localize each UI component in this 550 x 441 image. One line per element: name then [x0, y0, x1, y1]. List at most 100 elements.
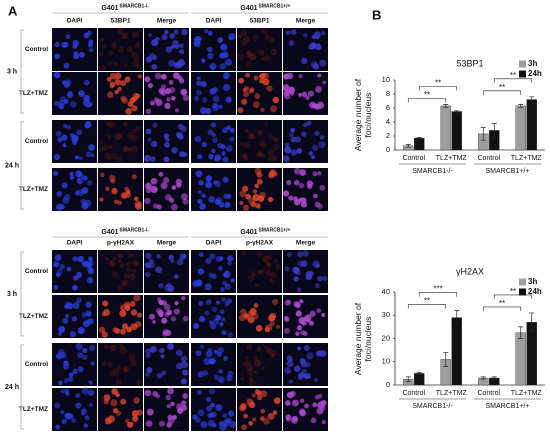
cell: [87, 318, 94, 325]
cell: [60, 410, 65, 415]
cell: [74, 155, 80, 160]
cell: [174, 301, 179, 306]
error-bar: [416, 137, 422, 140]
cell: [67, 91, 73, 96]
error-bar: [529, 96, 535, 103]
cell: [197, 409, 205, 417]
cell: [57, 331, 63, 336]
cell: [272, 410, 278, 415]
cell: [225, 144, 233, 152]
cell: [317, 171, 322, 176]
cell: [182, 198, 189, 205]
cell: [296, 287, 302, 293]
cell: [217, 265, 223, 271]
column-label: 53BP1: [111, 18, 131, 25]
cell: [284, 315, 289, 321]
cell: [56, 268, 64, 275]
cell: [193, 323, 200, 329]
cell: [207, 46, 213, 53]
cell: [134, 261, 140, 266]
legend-swatch: [519, 288, 526, 296]
cell: [80, 174, 86, 180]
cell: [87, 267, 95, 275]
cell: [170, 258, 175, 264]
cell: [290, 136, 297, 143]
cell: [273, 397, 281, 404]
cell: [254, 183, 259, 189]
significance-bracket: [418, 86, 458, 91]
cell: [202, 370, 209, 376]
cell: [250, 271, 257, 277]
row-label: Control: [25, 268, 48, 275]
significance-label: **: [424, 91, 430, 100]
cell: [195, 170, 203, 178]
cell: [227, 332, 233, 338]
cell: [117, 200, 123, 206]
cell: [53, 153, 61, 161]
cell: [119, 309, 127, 318]
cell: [286, 179, 292, 186]
cell: [218, 369, 223, 374]
cell: [65, 314, 70, 319]
cell: [242, 185, 249, 192]
cell: [167, 387, 174, 395]
cell: [117, 285, 124, 292]
cell: [156, 372, 163, 379]
cell: [204, 283, 212, 291]
cell: [303, 344, 310, 351]
bar: [526, 99, 537, 151]
cell: [197, 389, 202, 395]
cell: [105, 186, 110, 191]
cell: [169, 33, 175, 39]
bar: [414, 137, 425, 151]
cell: [219, 256, 224, 261]
cell: [247, 53, 254, 60]
cell: [252, 101, 260, 108]
cell: [72, 301, 80, 309]
cell: [250, 379, 257, 386]
cell: [112, 327, 118, 333]
cell: [258, 49, 265, 57]
cell: [176, 258, 184, 266]
cell: [165, 394, 171, 401]
cell: [240, 376, 245, 381]
cell: [290, 416, 298, 424]
cell: [123, 272, 131, 279]
cell: [294, 269, 301, 276]
time-bracket: [20, 344, 24, 430]
cell: [158, 171, 164, 177]
cell: [128, 273, 136, 281]
cell: [117, 253, 123, 259]
cell: [107, 144, 113, 150]
cell: [134, 42, 141, 49]
cell: [312, 63, 320, 70]
cell: [297, 346, 302, 351]
cell: [209, 357, 216, 365]
cell: [120, 328, 126, 335]
cell: [62, 363, 70, 370]
cell: [209, 88, 216, 95]
cell: [246, 50, 252, 55]
cell: [219, 63, 227, 70]
cell: [208, 153, 214, 160]
cell: [224, 201, 231, 208]
cell: [237, 107, 244, 114]
cell: [76, 178, 82, 184]
cell: [227, 261, 232, 266]
cell: [245, 60, 253, 68]
cell: [126, 132, 133, 139]
cell: [222, 127, 228, 134]
cell: [298, 317, 306, 325]
significance-label: **: [499, 83, 505, 92]
cell: [129, 97, 136, 104]
cell: [58, 325, 66, 333]
cell: [270, 349, 278, 357]
cell: [171, 147, 178, 154]
cell: [319, 135, 325, 140]
cell: [160, 73, 167, 80]
column-label: DAPI: [206, 240, 222, 247]
cell: [146, 367, 153, 374]
cell: [182, 152, 188, 157]
cell: [314, 394, 320, 400]
cell: [257, 150, 263, 156]
